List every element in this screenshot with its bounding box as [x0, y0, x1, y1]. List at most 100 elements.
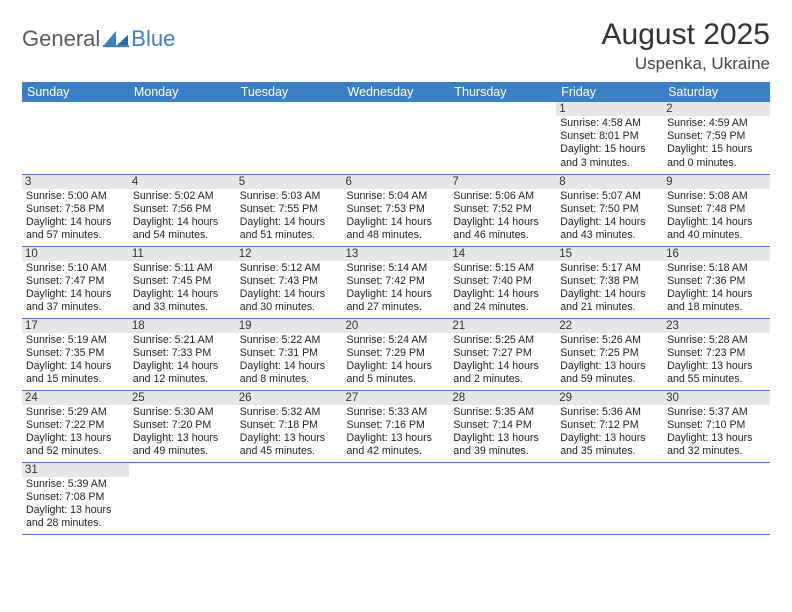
calendar-cell	[22, 102, 129, 174]
calendar-table: SundayMondayTuesdayWednesdayThursdayFrid…	[22, 82, 770, 535]
weekday-header: Thursday	[449, 82, 556, 102]
weekday-header: Wednesday	[343, 82, 450, 102]
calendar-cell: 18Sunrise: 5:21 AMSunset: 7:33 PMDayligh…	[129, 318, 236, 390]
day-detail: Sunrise: 5:24 AMSunset: 7:29 PMDaylight:…	[347, 334, 446, 387]
day-number: 15	[556, 247, 663, 261]
calendar-cell	[236, 462, 343, 534]
location: Uspenka, Ukraine	[602, 54, 770, 74]
calendar-cell: 24Sunrise: 5:29 AMSunset: 7:22 PMDayligh…	[22, 390, 129, 462]
day-detail: Sunrise: 5:04 AMSunset: 7:53 PMDaylight:…	[347, 190, 446, 243]
day-detail: Sunrise: 5:39 AMSunset: 7:08 PMDaylight:…	[26, 478, 125, 531]
logo-text-2: Blue	[131, 26, 175, 52]
day-number: 21	[449, 319, 556, 333]
logo-sail-icon	[103, 30, 129, 48]
day-detail: Sunrise: 5:03 AMSunset: 7:55 PMDaylight:…	[240, 190, 339, 243]
day-detail: Sunrise: 5:35 AMSunset: 7:14 PMDaylight:…	[453, 406, 552, 459]
day-number: 30	[663, 391, 770, 405]
page-title: August 2025	[602, 18, 770, 52]
day-number: 17	[22, 319, 129, 333]
day-number: 14	[449, 247, 556, 261]
day-number: 26	[236, 391, 343, 405]
calendar-cell	[129, 102, 236, 174]
calendar-cell: 4Sunrise: 5:02 AMSunset: 7:56 PMDaylight…	[129, 174, 236, 246]
calendar-cell: 22Sunrise: 5:26 AMSunset: 7:25 PMDayligh…	[556, 318, 663, 390]
calendar-row: 3Sunrise: 5:00 AMSunset: 7:58 PMDaylight…	[22, 174, 770, 246]
calendar-cell: 19Sunrise: 5:22 AMSunset: 7:31 PMDayligh…	[236, 318, 343, 390]
day-number: 16	[663, 247, 770, 261]
calendar-cell: 13Sunrise: 5:14 AMSunset: 7:42 PMDayligh…	[343, 246, 450, 318]
calendar-cell: 26Sunrise: 5:32 AMSunset: 7:18 PMDayligh…	[236, 390, 343, 462]
calendar-cell: 21Sunrise: 5:25 AMSunset: 7:27 PMDayligh…	[449, 318, 556, 390]
header: General Blue August 2025 Uspenka, Ukrain…	[22, 18, 770, 74]
day-detail: Sunrise: 5:00 AMSunset: 7:58 PMDaylight:…	[26, 190, 125, 243]
day-detail: Sunrise: 5:07 AMSunset: 7:50 PMDaylight:…	[560, 190, 659, 243]
calendar-row: 10Sunrise: 5:10 AMSunset: 7:47 PMDayligh…	[22, 246, 770, 318]
calendar-cell: 7Sunrise: 5:06 AMSunset: 7:52 PMDaylight…	[449, 174, 556, 246]
day-detail: Sunrise: 5:15 AMSunset: 7:40 PMDaylight:…	[453, 262, 552, 315]
day-detail: Sunrise: 5:11 AMSunset: 7:45 PMDaylight:…	[133, 262, 232, 315]
day-detail: Sunrise: 5:25 AMSunset: 7:27 PMDaylight:…	[453, 334, 552, 387]
day-detail: Sunrise: 5:29 AMSunset: 7:22 PMDaylight:…	[26, 406, 125, 459]
calendar-cell: 23Sunrise: 5:28 AMSunset: 7:23 PMDayligh…	[663, 318, 770, 390]
day-detail: Sunrise: 5:36 AMSunset: 7:12 PMDaylight:…	[560, 406, 659, 459]
calendar-cell	[343, 462, 450, 534]
logo: General Blue	[22, 18, 175, 52]
calendar-cell: 25Sunrise: 5:30 AMSunset: 7:20 PMDayligh…	[129, 390, 236, 462]
calendar-cell: 30Sunrise: 5:37 AMSunset: 7:10 PMDayligh…	[663, 390, 770, 462]
day-detail: Sunrise: 5:08 AMSunset: 7:48 PMDaylight:…	[667, 190, 766, 243]
calendar-cell: 10Sunrise: 5:10 AMSunset: 7:47 PMDayligh…	[22, 246, 129, 318]
calendar-cell: 1Sunrise: 4:58 AMSunset: 8:01 PMDaylight…	[556, 102, 663, 174]
weekday-header-row: SundayMondayTuesdayWednesdayThursdayFrid…	[22, 82, 770, 102]
day-detail: Sunrise: 5:14 AMSunset: 7:42 PMDaylight:…	[347, 262, 446, 315]
day-detail: Sunrise: 4:58 AMSunset: 8:01 PMDaylight:…	[560, 117, 659, 170]
calendar-cell: 11Sunrise: 5:11 AMSunset: 7:45 PMDayligh…	[129, 246, 236, 318]
day-detail: Sunrise: 5:32 AMSunset: 7:18 PMDaylight:…	[240, 406, 339, 459]
weekday-header: Monday	[129, 82, 236, 102]
calendar-cell: 9Sunrise: 5:08 AMSunset: 7:48 PMDaylight…	[663, 174, 770, 246]
calendar-cell	[663, 462, 770, 534]
day-number: 25	[129, 391, 236, 405]
day-detail: Sunrise: 5:02 AMSunset: 7:56 PMDaylight:…	[133, 190, 232, 243]
weekday-header: Sunday	[22, 82, 129, 102]
calendar-cell: 5Sunrise: 5:03 AMSunset: 7:55 PMDaylight…	[236, 174, 343, 246]
day-number: 12	[236, 247, 343, 261]
calendar-cell: 28Sunrise: 5:35 AMSunset: 7:14 PMDayligh…	[449, 390, 556, 462]
calendar-cell: 14Sunrise: 5:15 AMSunset: 7:40 PMDayligh…	[449, 246, 556, 318]
calendar-cell	[449, 462, 556, 534]
day-number: 13	[343, 247, 450, 261]
day-number: 18	[129, 319, 236, 333]
calendar-cell: 27Sunrise: 5:33 AMSunset: 7:16 PMDayligh…	[343, 390, 450, 462]
day-detail: Sunrise: 5:17 AMSunset: 7:38 PMDaylight:…	[560, 262, 659, 315]
day-number: 27	[343, 391, 450, 405]
day-number: 23	[663, 319, 770, 333]
day-detail: Sunrise: 5:21 AMSunset: 7:33 PMDaylight:…	[133, 334, 232, 387]
calendar-cell	[343, 102, 450, 174]
day-number: 10	[22, 247, 129, 261]
calendar-cell: 31Sunrise: 5:39 AMSunset: 7:08 PMDayligh…	[22, 462, 129, 534]
day-number: 29	[556, 391, 663, 405]
day-number: 31	[22, 463, 129, 477]
day-detail: Sunrise: 5:12 AMSunset: 7:43 PMDaylight:…	[240, 262, 339, 315]
day-detail: Sunrise: 5:33 AMSunset: 7:16 PMDaylight:…	[347, 406, 446, 459]
day-number: 9	[663, 175, 770, 189]
calendar-cell: 29Sunrise: 5:36 AMSunset: 7:12 PMDayligh…	[556, 390, 663, 462]
day-number: 19	[236, 319, 343, 333]
day-number: 1	[556, 102, 663, 116]
calendar-cell: 8Sunrise: 5:07 AMSunset: 7:50 PMDaylight…	[556, 174, 663, 246]
calendar-cell: 20Sunrise: 5:24 AMSunset: 7:29 PMDayligh…	[343, 318, 450, 390]
calendar-row: 24Sunrise: 5:29 AMSunset: 7:22 PMDayligh…	[22, 390, 770, 462]
weekday-header: Friday	[556, 82, 663, 102]
day-number: 5	[236, 175, 343, 189]
day-detail: Sunrise: 5:06 AMSunset: 7:52 PMDaylight:…	[453, 190, 552, 243]
day-detail: Sunrise: 5:26 AMSunset: 7:25 PMDaylight:…	[560, 334, 659, 387]
day-number: 24	[22, 391, 129, 405]
day-number: 3	[22, 175, 129, 189]
calendar-cell: 17Sunrise: 5:19 AMSunset: 7:35 PMDayligh…	[22, 318, 129, 390]
calendar-cell: 12Sunrise: 5:12 AMSunset: 7:43 PMDayligh…	[236, 246, 343, 318]
weekday-header: Saturday	[663, 82, 770, 102]
day-detail: Sunrise: 5:37 AMSunset: 7:10 PMDaylight:…	[667, 406, 766, 459]
day-number: 22	[556, 319, 663, 333]
day-detail: Sunrise: 4:59 AMSunset: 7:59 PMDaylight:…	[667, 117, 766, 170]
calendar-row: 31Sunrise: 5:39 AMSunset: 7:08 PMDayligh…	[22, 462, 770, 534]
day-number: 28	[449, 391, 556, 405]
